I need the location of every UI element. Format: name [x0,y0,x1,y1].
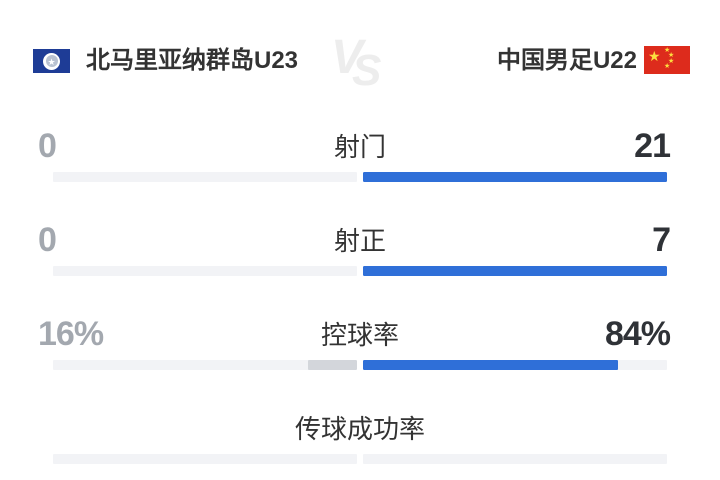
stat-row-pass-accuracy: 传球成功率 [0,410,720,472]
china-flag-big-star-icon: ★ [648,48,661,64]
nmi-seal-inner: ★ [45,55,58,67]
away-bar-fill [363,172,667,182]
home-stat-value: 0 [38,221,57,259]
away-stat-value: 84% [604,315,671,353]
away-bar-track [363,454,667,464]
home-bar-fill [308,360,357,370]
stat-bar [53,172,667,182]
away-team-name: 中国男足U22 [496,47,637,74]
away-stat-value: 21 [634,127,671,165]
china-flag-small-star-icon: ★ [668,52,675,59]
home-stat-value: 16% [38,315,104,353]
vs-letter-s: S [352,46,382,95]
home-bar-track [53,172,357,182]
stat-bar [53,266,667,276]
northern-mariana-islands-flag-icon: ★ [33,49,70,73]
home-bar-track [53,360,357,370]
stat-row-shots: 0 射门 21 [0,128,720,190]
china-flag-icon: ★ ★ ★ ★ ★ [644,46,690,74]
away-bar-fill [363,360,619,370]
away-bar-track [363,360,667,370]
home-team-name: 北马里亚纳群岛U23 [86,47,299,74]
home-stat-value: 0 [38,127,57,165]
stat-bar [53,360,667,370]
stat-row-possession: 16% 控球率 84% [0,316,720,378]
away-bar-track [363,266,667,276]
home-bar-track [53,266,357,276]
nmi-star-icon: ★ [47,57,56,67]
china-flag-small-star-icon: ★ [668,58,675,65]
away-bar-fill [363,266,667,276]
stat-label: 控球率 [320,320,399,350]
china-flag-small-star-icon: ★ [664,47,671,54]
stat-label: 传球成功率 [294,414,425,444]
stat-label: 射门 [333,132,386,162]
away-stat-value: 7 [652,221,671,259]
vs-letter-v: V [331,31,364,84]
stat-row-shots-on-target: 0 射正 7 [0,222,720,284]
nmi-seal-circle: ★ [43,52,60,70]
stat-label: 射正 [333,226,386,256]
stat-bar [53,454,667,464]
china-flag-small-star-icon: ★ [664,63,671,70]
vs-mark: VS [331,31,381,93]
home-bar-track [53,454,357,464]
away-bar-track [363,172,667,182]
